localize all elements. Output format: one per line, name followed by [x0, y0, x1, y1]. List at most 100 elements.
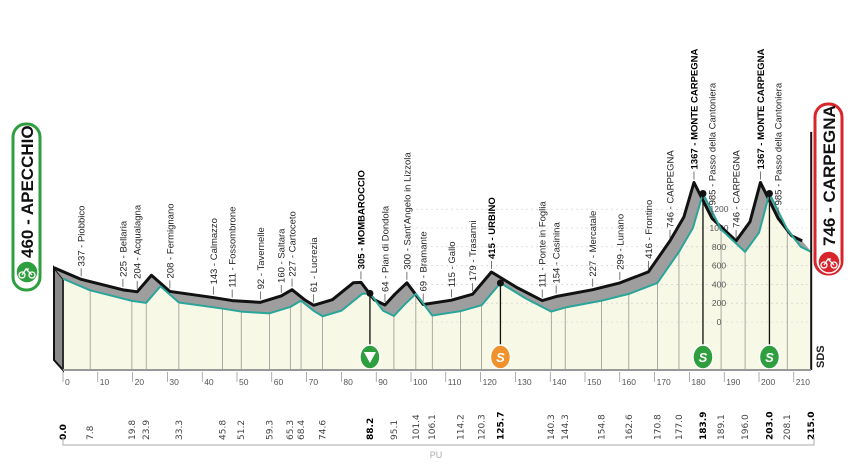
- waypoint-label: 64 - Pian di Dondola: [380, 205, 391, 292]
- x-tick-label: 110: [448, 377, 462, 387]
- waypoint-label: 179 - Trasanni: [468, 220, 479, 281]
- waypoint-label: 985 - Passo della Cantoniera: [708, 82, 719, 205]
- x-tick-label: 100: [413, 377, 427, 387]
- waypoint-label: 746 - CARPEGNA: [665, 150, 676, 228]
- y-tick-label: 0: [717, 317, 722, 327]
- waypoint-km: 51.2: [237, 420, 247, 440]
- x-tick-label: 50: [239, 377, 249, 387]
- y-tick-label: 1200: [710, 204, 729, 214]
- waypoint-km: 154.8: [598, 414, 608, 440]
- triangle-down-icon: [363, 352, 376, 363]
- waypoint-km: 215.0: [807, 412, 817, 440]
- waypoint-label: 416 - Frontino: [644, 200, 655, 259]
- x-tick-label: 210: [796, 377, 810, 387]
- start-label: 460 - APECCHIO: [18, 125, 37, 258]
- sds-logo: SDS: [815, 345, 827, 368]
- x-tick-label: 190: [726, 377, 740, 387]
- waypoint-label: 225 - Bellaria: [118, 220, 129, 277]
- waypoint-km: 196.0: [741, 414, 751, 440]
- waypoint-label: 115 - Gallo: [447, 241, 458, 287]
- waypoint-km: 203.0: [765, 412, 775, 440]
- region-bracket: PU: [62, 437, 815, 460]
- x-tick-label: 140: [552, 377, 566, 387]
- waypoint-label: 300 - Sant'Angelo in Lizzola: [402, 152, 413, 270]
- waypoint-label: 985 - Passo della Cantoniera: [774, 82, 785, 205]
- waypoint-label: 208 - Fermignano: [165, 203, 176, 278]
- x-tick-label: 80: [343, 377, 353, 387]
- profile-ground: [63, 193, 812, 370]
- y-tick-label: 600: [712, 261, 726, 271]
- waypoint-km: 88.2: [366, 418, 376, 440]
- x-tick-label: 130: [517, 377, 531, 387]
- x-tick-label: 40: [204, 377, 214, 387]
- waypoint-label: 154 - Casinina: [552, 222, 563, 284]
- marker-dot: [366, 289, 374, 297]
- waypoint-label: 227 - Mercatale: [588, 211, 599, 277]
- region-label: PU: [430, 450, 443, 460]
- waypoint-km: 65.3: [286, 420, 296, 440]
- waypoint-km: 74.6: [319, 420, 329, 440]
- x-tick-label: 180: [691, 377, 705, 387]
- waypoint-label: 1367 - MONTE CARPEGNA: [689, 48, 700, 169]
- waypoint-km: 183.9: [699, 412, 709, 440]
- waypoint-km: 33.3: [175, 420, 185, 440]
- bike-icon: [817, 250, 841, 274]
- waypoint-label: 92 - Tavernelle: [256, 227, 267, 289]
- x-tick-label: 160: [622, 377, 636, 387]
- profile-left-wall: [53, 264, 64, 373]
- waypoint-label: 111 - Fossombrone: [228, 207, 239, 288]
- x-tick-label: 10: [100, 377, 110, 387]
- y-tick-label: 1000: [710, 223, 729, 233]
- waypoint-km: 120.3: [478, 414, 488, 440]
- x-tick-label: 60: [274, 377, 284, 387]
- marker-letter: S: [699, 350, 708, 365]
- waypoint-label: 415 - URBINO: [487, 197, 498, 259]
- x-tick-label: 120: [483, 377, 497, 387]
- waypoint-km: 140.3: [547, 414, 557, 440]
- waypoint-km: 23.9: [142, 420, 152, 440]
- waypoint-label: 1367 - MONTE CARPEGNA: [756, 48, 767, 169]
- bike-icon: [15, 260, 39, 284]
- start-badge: 460 - APECCHIO: [11, 122, 42, 292]
- waypoint-km: 162.6: [625, 414, 635, 440]
- x-tick-label: 90: [378, 377, 388, 387]
- marker-dot: [699, 190, 707, 198]
- waypoint-km: 0.0: [59, 424, 69, 440]
- waypoint-km: 125.7: [496, 412, 506, 440]
- waypoint-km: 177.0: [675, 414, 685, 440]
- waypoint-km: 68.4: [297, 420, 307, 440]
- marker-letter: S: [496, 350, 505, 365]
- y-tick-label: 800: [712, 242, 726, 252]
- waypoint-km: 144.3: [561, 414, 571, 440]
- waypoint-km: 59.3: [265, 420, 275, 440]
- waypoint-label: 143 - Calmazzo: [209, 218, 220, 285]
- y-tick-label: 400: [712, 279, 726, 289]
- marker-dot: [496, 279, 504, 287]
- x-tick-label: 30: [169, 377, 179, 387]
- waypoint-label: 69 - Bramante: [419, 231, 430, 291]
- waypoint-label: 61 - Lucrezia: [309, 237, 320, 293]
- waypoint-km: 95.1: [390, 420, 400, 440]
- waypoint-label: 204 - Acqualagna: [133, 204, 144, 279]
- waypoint-label: 111 - Ponte in Foglia: [538, 201, 549, 288]
- waypoint-label: 299 - Lunano: [615, 214, 626, 270]
- waypoint-label: 160 - Saltara: [277, 228, 288, 283]
- waypoint-km: 114.2: [456, 414, 466, 440]
- finish-badge: 746 - CARPEGNA: [813, 102, 844, 276]
- waypoint-label: 746 - CARPEGNA: [732, 150, 743, 228]
- waypoint-label: 305 - MOMBAROCCIO: [356, 170, 367, 269]
- marker-dot: [765, 190, 773, 198]
- bike-glyph: [820, 257, 838, 269]
- waypoint-km: 19.8: [128, 420, 138, 440]
- waypoint-km: 170.8: [653, 414, 663, 440]
- x-tick-label: 70: [309, 377, 319, 387]
- y-tick-label: 200: [712, 298, 726, 308]
- waypoint-km: 208.1: [783, 414, 793, 440]
- x-tick-label: 200: [761, 377, 775, 387]
- x-tick-label: 150: [587, 377, 601, 387]
- waypoint-km: 106.1: [428, 414, 438, 440]
- waypoint-km: 7.8: [86, 425, 96, 440]
- finish-label: 746 - CARPEGNA: [820, 105, 839, 246]
- x-tick-label: 170: [657, 377, 671, 387]
